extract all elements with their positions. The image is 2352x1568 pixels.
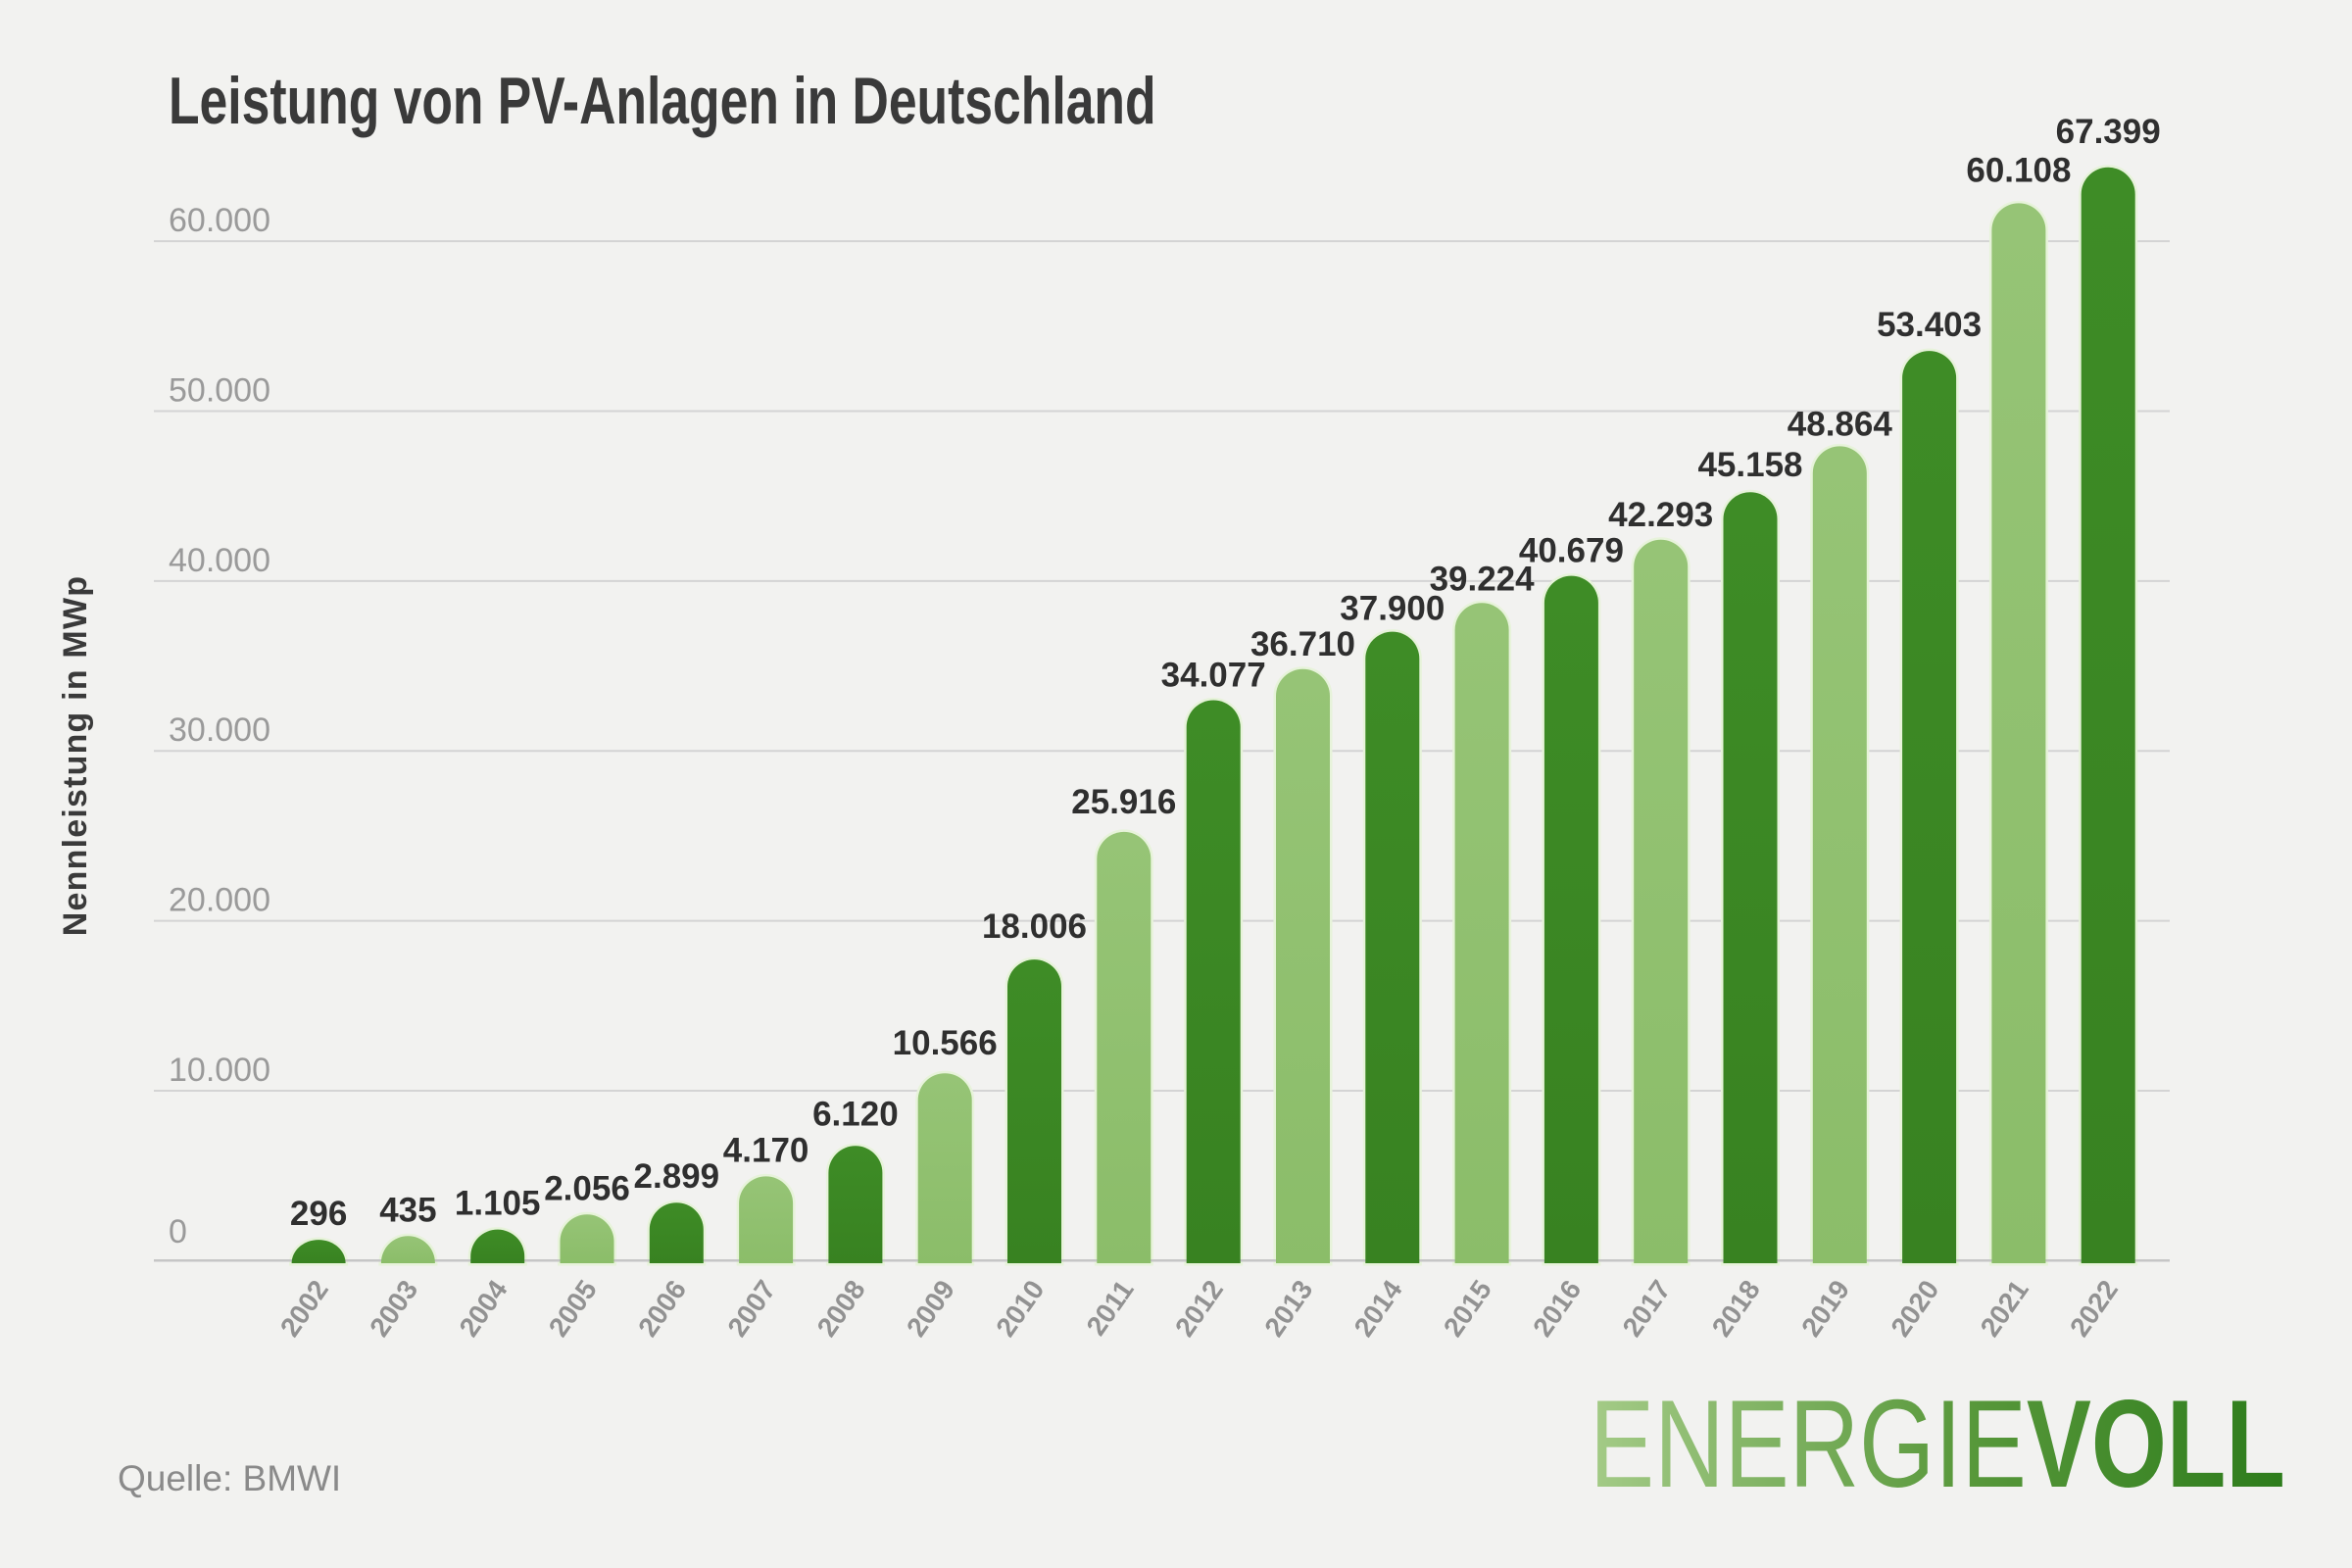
svg-text:67.399: 67.399 [2056,113,2161,151]
svg-text:48.864: 48.864 [1788,405,1893,443]
svg-text:Leistung von PV-Anlagen in Deu: Leistung von PV-Anlagen in Deutschland [169,63,1156,138]
svg-text:36.710: 36.710 [1250,625,1355,663]
svg-text:39.224: 39.224 [1430,560,1536,598]
svg-text:2017: 2017 [1616,1275,1676,1343]
svg-text:25.916: 25.916 [1071,783,1176,821]
svg-text:40.000: 40.000 [169,542,270,579]
svg-text:20.000: 20.000 [169,882,270,919]
svg-text:Quelle: BMWI: Quelle: BMWI [118,1458,341,1498]
svg-text:50.000: 50.000 [169,372,270,410]
svg-text:2004: 2004 [453,1274,513,1342]
svg-text:2007: 2007 [721,1275,781,1343]
svg-text:10.566: 10.566 [893,1024,998,1062]
svg-text:435: 435 [379,1191,436,1229]
svg-text:2.899: 2.899 [634,1157,720,1196]
svg-text:37.900: 37.900 [1340,590,1445,628]
svg-text:ENERGIEVOLL: ENERGIEVOLL [1590,1375,2285,1514]
svg-text:60.000: 60.000 [169,202,270,239]
svg-text:2021: 2021 [1975,1275,2034,1343]
svg-text:296: 296 [290,1195,347,1233]
svg-text:2005: 2005 [543,1275,603,1343]
svg-text:18.006: 18.006 [982,907,1087,946]
svg-text:2022: 2022 [2064,1275,2124,1343]
svg-text:2.056: 2.056 [544,1169,630,1207]
svg-text:0: 0 [169,1213,187,1250]
svg-text:40.679: 40.679 [1519,532,1624,570]
svg-text:53.403: 53.403 [1877,306,1982,344]
svg-text:42.293: 42.293 [1608,496,1713,534]
svg-text:2008: 2008 [811,1275,871,1343]
svg-text:2020: 2020 [1885,1275,1944,1343]
svg-text:30.000: 30.000 [169,711,270,749]
svg-text:6.120: 6.120 [812,1095,899,1133]
svg-text:2002: 2002 [274,1275,334,1343]
svg-text:2013: 2013 [1258,1275,1318,1343]
svg-text:2015: 2015 [1438,1275,1497,1343]
svg-text:34.077: 34.077 [1161,657,1266,695]
svg-text:2012: 2012 [1169,1275,1229,1343]
svg-text:60.108: 60.108 [1966,151,2071,189]
svg-text:2003: 2003 [364,1275,423,1343]
svg-text:10.000: 10.000 [169,1052,270,1089]
svg-text:Nennleistung in MWp: Nennleistung in MWp [57,575,94,936]
svg-text:2006: 2006 [632,1275,692,1343]
svg-text:2019: 2019 [1795,1275,1855,1343]
svg-text:2009: 2009 [901,1275,960,1343]
svg-text:2014: 2014 [1348,1274,1408,1342]
svg-text:2011: 2011 [1080,1275,1139,1342]
svg-text:1.105: 1.105 [455,1185,541,1223]
svg-text:2016: 2016 [1527,1275,1587,1343]
svg-text:2010: 2010 [990,1275,1050,1343]
svg-text:45.158: 45.158 [1697,446,1802,484]
svg-text:2018: 2018 [1706,1275,1766,1343]
svg-text:4.170: 4.170 [723,1131,809,1169]
